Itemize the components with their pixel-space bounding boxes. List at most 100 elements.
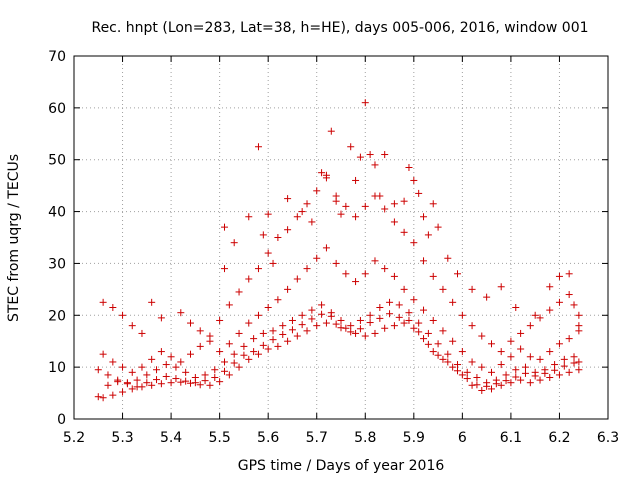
- data-point: [356, 316, 364, 324]
- data-point: [274, 342, 282, 350]
- data-point: [220, 358, 228, 366]
- data-point: [565, 291, 573, 299]
- data-point: [390, 322, 398, 330]
- data-point: [298, 208, 306, 216]
- data-point: [279, 330, 287, 338]
- data-point: [361, 332, 369, 340]
- data-point: [153, 376, 161, 384]
- data-point: [308, 315, 316, 323]
- data-point: [366, 311, 374, 319]
- data-point: [468, 285, 476, 293]
- data-point: [342, 324, 350, 332]
- data-point: [420, 335, 428, 343]
- data-point: [172, 363, 180, 371]
- data-point: [570, 301, 578, 309]
- data-point: [381, 205, 389, 213]
- x-tick-label: 6.3: [597, 430, 619, 446]
- data-point: [99, 298, 107, 306]
- data-point: [225, 301, 233, 309]
- data-point: [235, 329, 243, 337]
- data-point: [254, 350, 262, 358]
- data-point: [424, 340, 432, 348]
- data-point: [487, 340, 495, 348]
- data-point: [119, 363, 127, 371]
- data-point: [225, 340, 233, 348]
- data-point: [196, 327, 204, 335]
- x-tick-label: 5.9: [403, 430, 425, 446]
- data-point: [410, 239, 418, 247]
- data-point: [119, 388, 127, 396]
- data-point: [424, 231, 432, 239]
- data-point: [245, 319, 253, 327]
- data-point: [429, 348, 437, 356]
- data-point: [162, 361, 170, 369]
- data-point: [536, 355, 544, 363]
- data-point: [478, 386, 486, 394]
- data-point: [381, 265, 389, 273]
- data-point: [220, 367, 228, 375]
- data-point: [245, 275, 253, 283]
- data-point: [196, 381, 204, 389]
- data-point: [211, 366, 219, 374]
- data-point: [424, 329, 432, 337]
- data-point: [444, 358, 452, 366]
- data-point: [565, 270, 573, 278]
- data-point: [560, 355, 568, 363]
- data-point: [429, 316, 437, 324]
- data-point: [254, 265, 262, 273]
- data-point: [254, 311, 262, 319]
- data-point: [313, 322, 321, 330]
- data-point: [235, 288, 243, 296]
- data-point: [187, 379, 195, 387]
- data-point: [284, 226, 292, 234]
- data-point: [449, 298, 457, 306]
- data-point: [405, 309, 413, 317]
- data-point: [332, 197, 340, 205]
- x-tick-label: 5.2: [63, 430, 85, 446]
- data-point: [182, 368, 190, 376]
- data-point: [201, 377, 209, 385]
- data-point: [182, 377, 190, 385]
- data-point: [468, 381, 476, 389]
- data-point: [342, 270, 350, 278]
- data-point: [410, 176, 418, 184]
- data-point: [148, 381, 156, 389]
- data-point: [128, 368, 136, 376]
- data-point: [288, 316, 296, 324]
- x-axis-title: GPS time / Days of year 2016: [238, 458, 445, 474]
- data-point: [250, 335, 258, 343]
- x-tick-label: 6.2: [548, 430, 570, 446]
- data-point: [318, 169, 326, 177]
- data-point: [376, 304, 384, 312]
- x-tick-label: 6.1: [500, 430, 522, 446]
- data-point: [123, 380, 131, 388]
- data-point: [570, 353, 578, 361]
- data-point: [570, 359, 578, 367]
- data-point: [502, 377, 510, 385]
- data-point: [521, 369, 529, 377]
- data-point: [376, 314, 384, 322]
- data-point: [240, 351, 248, 359]
- data-point: [327, 127, 335, 135]
- data-point: [157, 380, 165, 388]
- data-point: [109, 358, 117, 366]
- data-point: [303, 200, 311, 208]
- data-point: [133, 376, 141, 384]
- data-point: [284, 337, 292, 345]
- data-point: [366, 151, 374, 159]
- data-point: [187, 319, 195, 327]
- data-point: [463, 375, 471, 383]
- data-point: [517, 345, 525, 353]
- data-point: [390, 200, 398, 208]
- data-point: [400, 197, 408, 205]
- data-point: [143, 379, 151, 387]
- data-point: [546, 374, 554, 382]
- data-point: [555, 298, 563, 306]
- data-point: [206, 381, 214, 389]
- data-point: [230, 239, 238, 247]
- data-point: [94, 366, 102, 374]
- y-axis-title: STEC from uqrg / TECUs: [6, 154, 22, 322]
- data-point: [405, 316, 413, 324]
- data-point: [487, 385, 495, 393]
- data-point: [429, 272, 437, 280]
